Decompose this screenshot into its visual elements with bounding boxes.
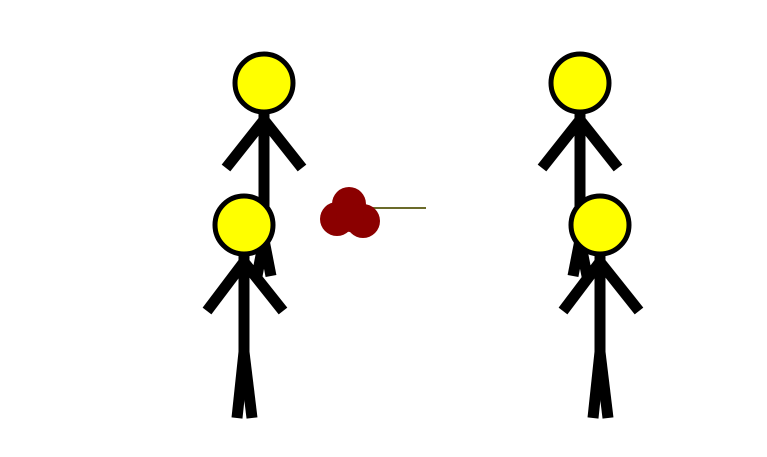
head bbox=[548, 51, 612, 115]
head bbox=[568, 193, 632, 257]
stick-figure-right-front[interactable] bbox=[558, 193, 644, 419]
stick-figure-left-front[interactable] bbox=[202, 193, 288, 419]
red-blob-projectile bbox=[320, 187, 426, 238]
head bbox=[232, 51, 296, 115]
head bbox=[212, 193, 276, 257]
